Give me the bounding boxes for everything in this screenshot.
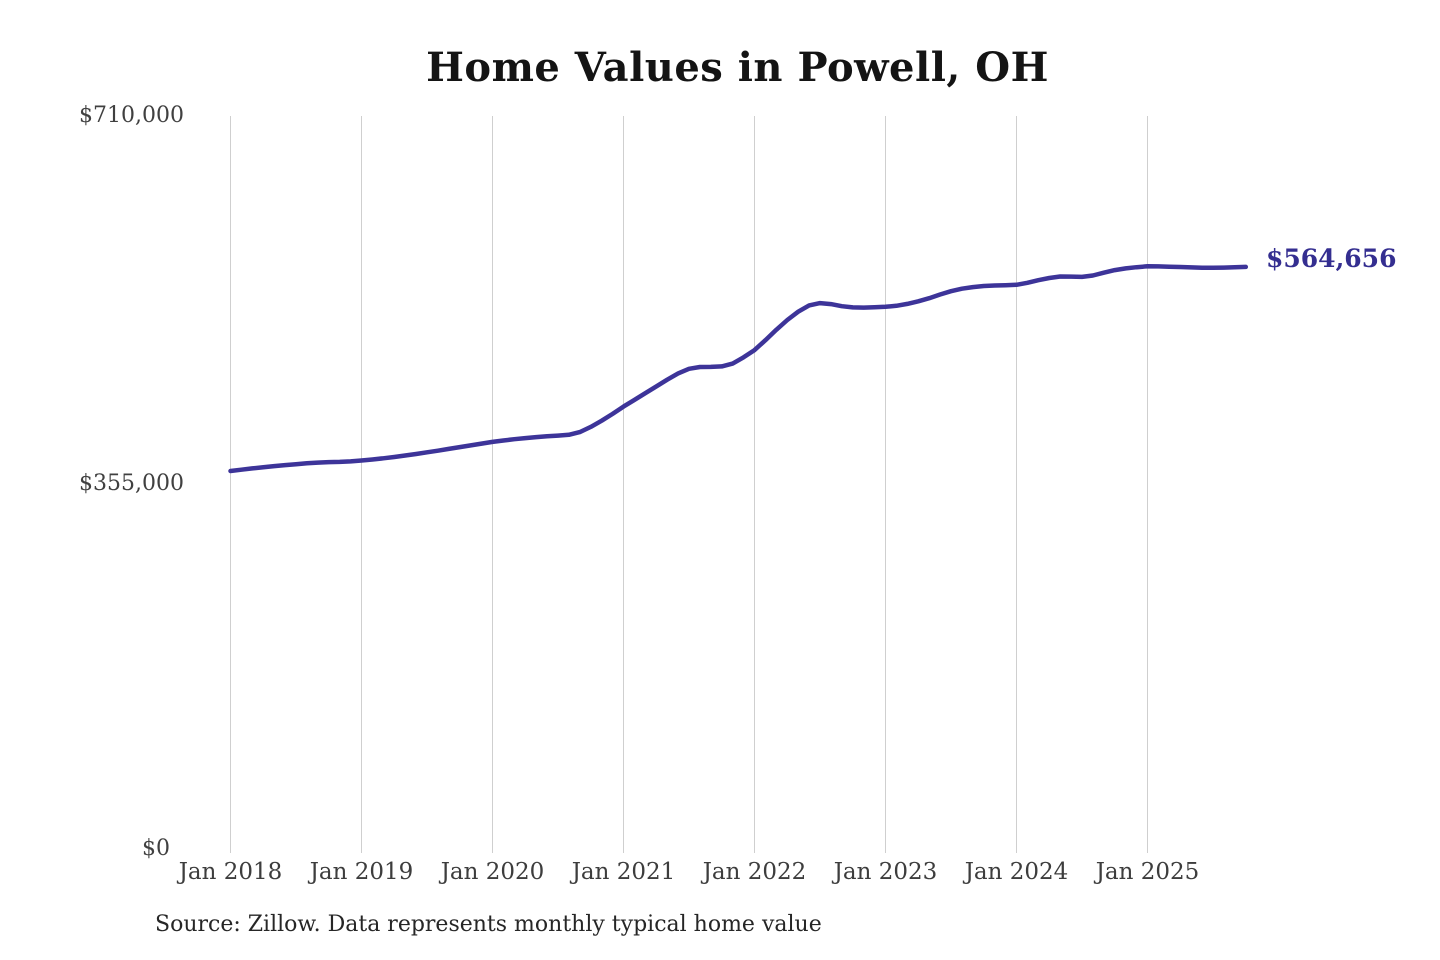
home-value-line-series bbox=[228, 264, 1249, 474]
y-axis-tick-355000: $355,000 bbox=[79, 471, 184, 496]
x-axis-tick-jan-2022: Jan 2022 bbox=[702, 859, 807, 885]
x-axis-tick-jan-2025: Jan 2025 bbox=[1095, 859, 1200, 885]
x-axis-tick-jan-2018: Jan 2018 bbox=[178, 859, 283, 885]
source-note: Source: Zillow. Data represents monthly … bbox=[155, 912, 822, 937]
x-axis-tick-jan-2019: Jan 2019 bbox=[309, 859, 414, 885]
x-axis-tick-jan-2023: Jan 2023 bbox=[833, 859, 938, 885]
chart-title: Home Values in Powell, OH bbox=[426, 44, 1049, 91]
x-axis-tick-jan-2021: Jan 2021 bbox=[571, 859, 676, 885]
x-axis-tick-jan-2024: Jan 2024 bbox=[964, 859, 1069, 885]
current-value-label: $564,656 bbox=[1266, 244, 1397, 273]
year-gridlines bbox=[230, 116, 1148, 853]
x-axis-tick-jan-2020: Jan 2020 bbox=[440, 859, 545, 885]
y-axis-tick-710000: $710,000 bbox=[79, 103, 184, 128]
y-axis-tick-0: $0 bbox=[142, 836, 170, 861]
